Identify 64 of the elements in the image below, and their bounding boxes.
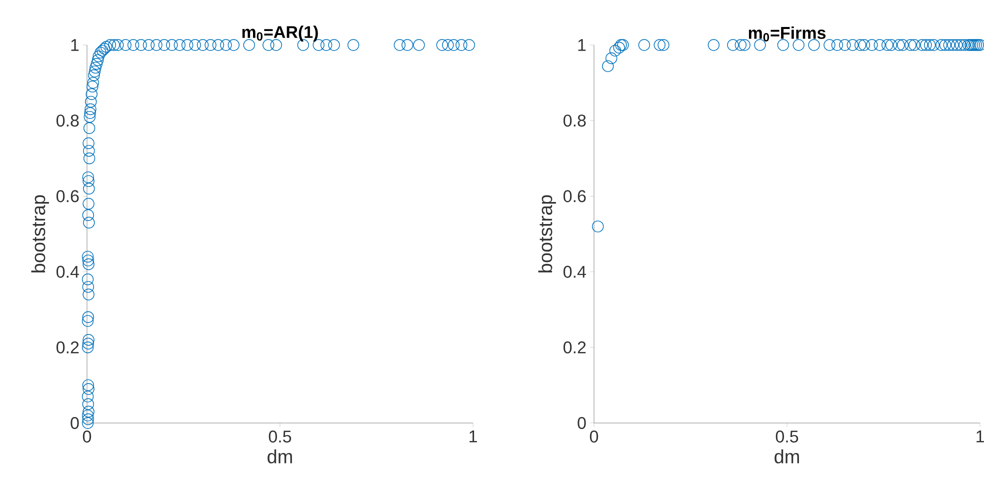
point	[839, 39, 851, 51]
point	[908, 39, 920, 51]
point	[854, 39, 866, 51]
x-tick-label: 0	[590, 430, 598, 443]
y-tick-label: 0.6	[56, 190, 79, 202]
y-tick-label: 0	[70, 416, 79, 430]
y-tick-label: 0.8	[56, 114, 79, 127]
point	[874, 39, 886, 51]
y-tick-label: 0.4	[56, 266, 79, 278]
y-tick-label: 0.2	[564, 341, 586, 354]
point	[831, 39, 844, 51]
point	[885, 39, 898, 51]
y-axis-title: bootstrap	[31, 195, 49, 272]
point	[904, 39, 916, 51]
point	[939, 39, 952, 51]
point	[654, 39, 666, 51]
point	[916, 39, 928, 51]
y-tick-label: 0.6	[564, 190, 586, 202]
y-tick-label: 1	[578, 39, 586, 51]
point	[792, 39, 804, 51]
point	[638, 39, 650, 51]
point	[602, 60, 614, 72]
point	[738, 39, 750, 51]
point	[824, 39, 836, 51]
point	[808, 39, 820, 51]
x-tick-label: 0.5	[776, 430, 798, 443]
point	[896, 39, 909, 51]
x-axis-title: dm	[268, 449, 292, 464]
point	[609, 44, 622, 57]
point	[893, 39, 905, 51]
y-tick-label: 0	[578, 416, 586, 430]
x-tick-label: 0.5	[268, 430, 292, 443]
point	[928, 39, 940, 51]
point	[777, 39, 789, 51]
y-tick-label: 0.8	[564, 114, 586, 127]
point	[734, 39, 747, 51]
y-axis-title: bootstrap	[538, 195, 556, 272]
chart-title: m$_{0}$=Firms	[748, 26, 826, 42]
y-tick-label: 0.4	[564, 266, 586, 278]
point	[727, 39, 739, 51]
chart-title: m$_{0}$=AR(1)	[242, 26, 318, 42]
point	[882, 39, 894, 51]
point	[613, 42, 625, 54]
point	[958, 39, 970, 51]
point	[858, 39, 870, 51]
point	[947, 39, 959, 51]
x-tick-label: 1	[976, 430, 984, 442]
y-tick-label: 1	[71, 39, 79, 51]
point	[708, 39, 720, 51]
point	[920, 39, 932, 51]
y-tick-label: 0.2	[56, 341, 79, 354]
point	[924, 39, 936, 51]
point	[592, 220, 604, 232]
x-tick-label: 1	[470, 430, 477, 442]
point	[954, 39, 967, 51]
point	[846, 39, 858, 51]
x-axis-title: dm	[774, 449, 799, 464]
point	[866, 39, 878, 51]
x-tick-label: 0	[82, 430, 92, 443]
point	[606, 52, 618, 64]
point	[951, 39, 963, 51]
point	[943, 39, 955, 51]
point	[658, 39, 670, 51]
point	[936, 39, 948, 51]
